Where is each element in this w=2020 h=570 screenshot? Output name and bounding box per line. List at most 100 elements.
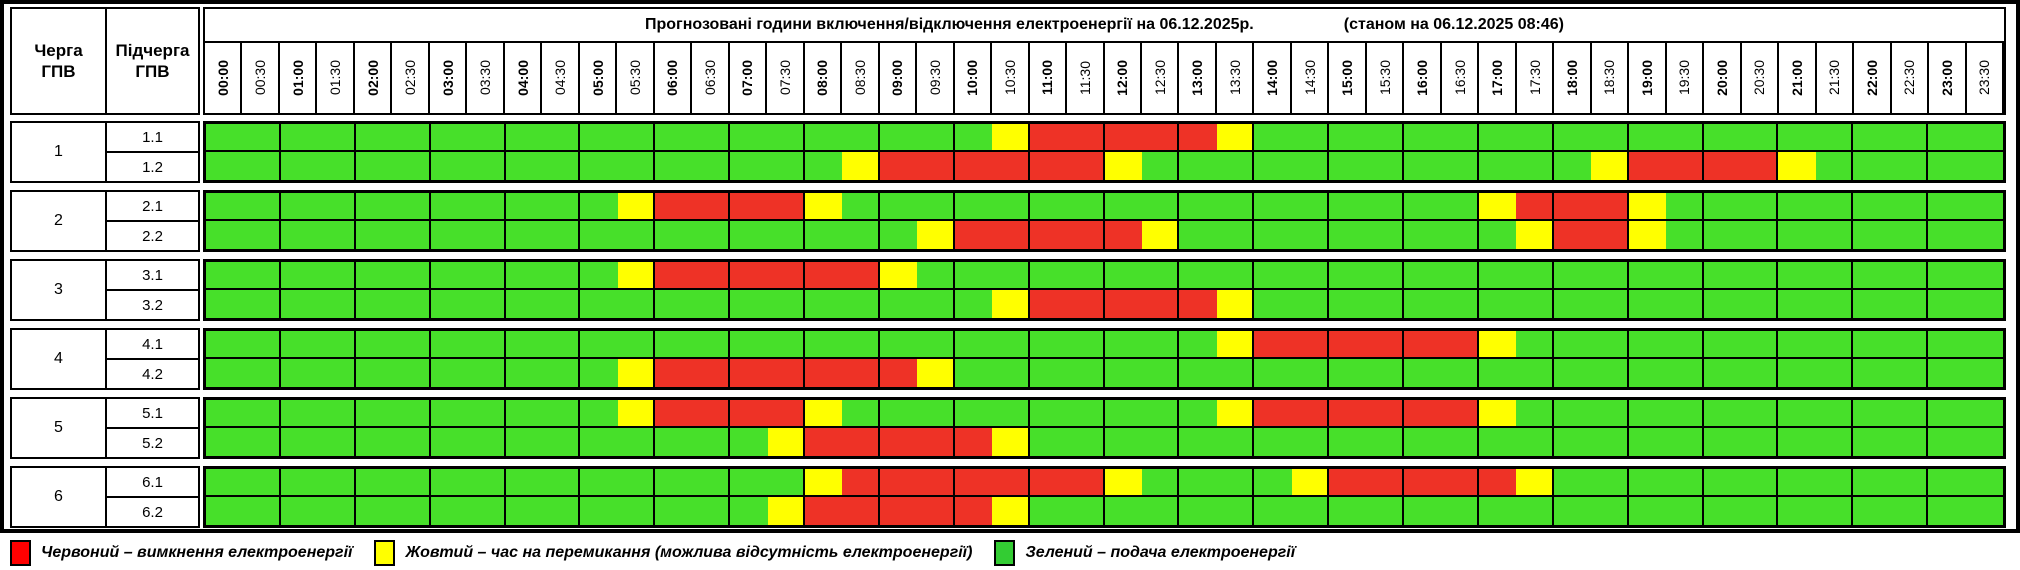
schedule-cell (917, 262, 955, 288)
schedule-cell (992, 221, 1030, 249)
schedule-cell (505, 497, 543, 525)
schedule-cell (206, 359, 244, 387)
schedule-cell (243, 428, 281, 456)
schedule-cell (1141, 124, 1180, 150)
schedule-cell (1890, 124, 1929, 150)
time-header-cell: 22:30 (1891, 41, 1930, 113)
schedule-cell (1516, 290, 1554, 318)
time-label: 06:30 (701, 60, 718, 96)
schedule-cell (1965, 152, 2003, 180)
schedule-cell (206, 124, 244, 150)
schedule-cell (1778, 262, 1816, 288)
schedule-cell (280, 262, 319, 288)
schedule-cell (617, 469, 656, 495)
schedule-cell (1815, 221, 1854, 249)
schedule-cell (992, 400, 1030, 426)
schedule-cell (879, 359, 918, 387)
schedule-cell (1740, 152, 1779, 180)
schedule-cell (954, 359, 993, 387)
time-header-cell: 09:00 (879, 41, 918, 113)
schedule-cell (767, 469, 805, 495)
time-header-cell: 16:30 (1441, 41, 1480, 113)
schedule-cell (767, 428, 805, 456)
schedule-cell (355, 124, 394, 150)
schedule-cell (730, 400, 768, 426)
schedule-cell (1254, 331, 1292, 357)
schedule-cell (1478, 331, 1517, 357)
schedule-cell (355, 469, 394, 495)
schedule-cell (206, 193, 244, 219)
schedule-cell (1740, 400, 1779, 426)
schedule-cell (1853, 359, 1891, 387)
schedule-cell (1104, 152, 1142, 180)
queue-number: 5 (10, 397, 107, 459)
schedule-cell (1104, 331, 1142, 357)
schedule-cell (430, 124, 469, 150)
schedule-cell (243, 400, 281, 426)
schedule-cell (1591, 152, 1629, 180)
schedule-cell (1104, 497, 1142, 525)
schedule-cell (1853, 193, 1891, 219)
schedule-cell (1778, 469, 1816, 495)
schedule-cell (468, 152, 506, 180)
schedule-grid (203, 259, 2006, 321)
schedule-cell (692, 400, 731, 426)
schedule-cell (1703, 290, 1741, 318)
time-label: 12:30 (1151, 60, 1168, 96)
schedule-cell (1853, 152, 1891, 180)
header-queue-line2: ГПВ (41, 62, 76, 81)
schedule-cell (430, 400, 469, 426)
schedule-cell (206, 400, 244, 426)
queue-group-3: 3 3.1 3.2 (0, 259, 2020, 321)
schedule-cell (767, 262, 805, 288)
schedule-cell (1291, 221, 1330, 249)
schedule-cell (1404, 193, 1442, 219)
queue-group-5: 5 5.1 5.2 (0, 397, 2020, 459)
schedule-row-3.2 (206, 290, 2003, 318)
time-label: 17:30 (1526, 60, 1543, 96)
schedule-cell (767, 124, 805, 150)
schedule-cell (505, 400, 543, 426)
schedule-cell (1928, 400, 1966, 426)
schedule-cell (1815, 331, 1854, 357)
schedule-cell (1591, 469, 1629, 495)
schedule-cell (1254, 152, 1292, 180)
schedule-cell (1516, 428, 1554, 456)
schedule-cell (879, 400, 918, 426)
schedule-cell (917, 124, 955, 150)
schedule-cell (580, 290, 618, 318)
schedule-cell (1928, 359, 1966, 387)
schedule-cell (1254, 262, 1292, 288)
schedule-cell (1291, 290, 1330, 318)
schedule-cell (1029, 290, 1068, 318)
schedule-cell (730, 221, 768, 249)
schedule-cell (1778, 193, 1816, 219)
schedule-cell (1553, 469, 1592, 495)
schedule-cell (580, 124, 618, 150)
schedule-cell (879, 262, 918, 288)
schedule-cell (1404, 497, 1442, 525)
schedule-cell (1179, 331, 1217, 357)
schedule-cell (992, 428, 1030, 456)
legend-label-yellow: Жовтий – час на перемикання (можлива від… (405, 544, 973, 561)
queue-group-1: 1 1.1 1.2 (0, 121, 2020, 183)
schedule-cell (1516, 400, 1554, 426)
schedule-cell (1254, 469, 1292, 495)
schedule-cell (1815, 400, 1854, 426)
time-header-cell: 06:00 (654, 41, 693, 113)
time-header-cell: 22:00 (1854, 41, 1892, 113)
schedule-cell (1067, 152, 1105, 180)
schedule-cell (1366, 469, 1404, 495)
schedule-cell (1179, 262, 1217, 288)
schedule-cell (580, 497, 618, 525)
schedule-cell (1666, 331, 1704, 357)
schedule-cell (879, 124, 918, 150)
schedule-cell (1366, 331, 1404, 357)
schedule-cell (1928, 331, 1966, 357)
schedule-cell (393, 193, 431, 219)
schedule-cell (1179, 152, 1217, 180)
schedule-cell (1291, 152, 1330, 180)
schedule-cell (1104, 262, 1142, 288)
schedule-cell (767, 400, 805, 426)
schedule-cell (505, 469, 543, 495)
